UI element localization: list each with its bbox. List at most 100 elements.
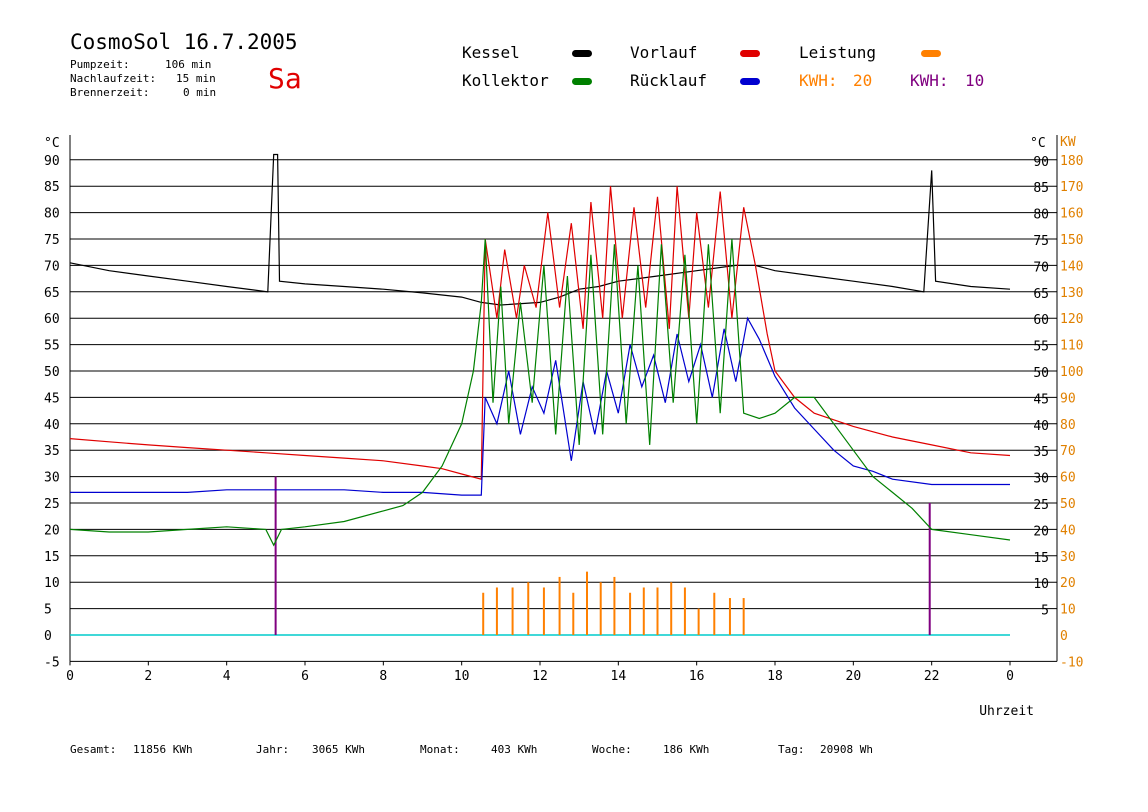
x-tick-label: 14 <box>611 669 627 684</box>
legend-kollektor-swatch <box>572 78 592 85</box>
y-right-kw-tick-label: -10 <box>1060 655 1083 670</box>
y-right-celsius-tick-label: 70 <box>1033 260 1049 275</box>
footer-tag-value: 20908 Wh <box>820 743 873 756</box>
y-right-kw-tick-label: 0 <box>1060 629 1068 644</box>
y-right-celsius-tick-label: 55 <box>1033 340 1049 355</box>
legend-ruecklauf-label: Rücklauf <box>630 71 708 90</box>
y-left-tick-label: 60 <box>44 312 60 327</box>
legend-vorlauf-label: Vorlauf <box>630 43 698 62</box>
y-left-unit-label: °C <box>44 136 60 151</box>
y-left-tick-label: 50 <box>44 365 60 380</box>
y-right-celsius-tick-label: 40 <box>1033 419 1049 434</box>
y-right-kw-tick-label: 160 <box>1060 207 1083 222</box>
y-right-kw-tick-label: 150 <box>1060 233 1083 248</box>
brennerzeit-value: 0 min <box>183 86 217 99</box>
x-tick-label: 22 <box>924 669 940 684</box>
y-right-kw-tick-label: 100 <box>1060 365 1083 380</box>
brennerzeit-label: Brennerzeit: <box>70 86 150 99</box>
y-left-tick-label: 70 <box>44 259 60 274</box>
y-left-tick-label: 90 <box>44 154 60 169</box>
legend-kwh-orange-label: KWH: <box>799 71 838 90</box>
legend-kwh-purple-value: 10 <box>965 71 985 90</box>
y-right-kw-tick-label: 20 <box>1060 576 1076 591</box>
y-left-tick-label: 35 <box>44 444 60 459</box>
x-tick-label: 0 <box>66 669 74 684</box>
legend-vorlauf-swatch <box>740 50 760 57</box>
footer-tag-label: Tag: <box>778 743 805 756</box>
x-tick-label: 2 <box>144 669 152 684</box>
y-right-celsius-tick-label: 85 <box>1033 181 1049 196</box>
y-right-celsius-tick-label: 10 <box>1033 577 1049 592</box>
footer-jahr-label: Jahr: <box>256 743 290 756</box>
y-left-tick-label: 0 <box>44 629 52 644</box>
x-tick-label: 12 <box>532 669 548 684</box>
y-left-tick-label: 25 <box>44 497 60 512</box>
x-tick-label: 0 <box>1006 669 1014 684</box>
y-left-tick-label: 5 <box>44 603 52 618</box>
y-left-tick-label: 85 <box>44 180 60 195</box>
legend-kessel-label: Kessel <box>462 43 520 62</box>
y-right-celsius-tick-label: 90 <box>1033 155 1049 170</box>
y-left-tick-label: 45 <box>44 391 60 406</box>
nachlaufzeit-label: Nachlaufzeit: <box>70 72 157 85</box>
legend-kwh-orange-value: 20 <box>853 71 873 90</box>
y-right-kw-tick-label: 90 <box>1060 391 1076 406</box>
footer-monat-value: 403 KWh <box>491 743 538 756</box>
y-right-celsius-tick-label: 15 <box>1033 551 1049 566</box>
y-right-kw-tick-label: 70 <box>1060 444 1076 459</box>
y-right-celsius-tick-label: 65 <box>1033 287 1049 302</box>
legend-leistung-swatch <box>921 50 941 57</box>
footer-jahr-value: 3065 KWh <box>312 743 365 756</box>
y-right-celsius-tick-label: 60 <box>1033 313 1049 328</box>
y-right-kw-tick-label: 130 <box>1060 286 1083 301</box>
y-left-tick-label: 15 <box>44 550 60 565</box>
y-right-celsius-tick-label: 20 <box>1033 524 1049 539</box>
x-tick-label: 16 <box>689 669 705 684</box>
legend-leistung-label: Leistung <box>799 43 877 62</box>
y-left-tick-label: 55 <box>44 339 60 354</box>
pumpzeit-value: 106 min <box>165 58 212 71</box>
y-right-celsius-unit-label: °C <box>1030 136 1046 151</box>
y-left-tick-label: 80 <box>44 207 60 222</box>
y-right-celsius-tick-label: 50 <box>1033 366 1049 381</box>
pumpzeit-label: Pumpzeit: <box>70 58 130 71</box>
x-tick-label: 18 <box>767 669 783 684</box>
y-right-kw-tick-label: 140 <box>1060 259 1083 274</box>
y-right-kw-tick-label: 180 <box>1060 154 1083 169</box>
y-left-tick-label: 75 <box>44 233 60 248</box>
y-right-celsius-tick-label: 80 <box>1033 208 1049 223</box>
x-tick-label: 20 <box>846 669 862 684</box>
y-right-celsius-tick-label: 45 <box>1033 392 1049 407</box>
x-tick-label: 10 <box>454 669 470 684</box>
y-left-tick-label: -5 <box>44 655 60 670</box>
y-right-celsius-tick-label: 35 <box>1033 445 1049 460</box>
footer-gesamt-value: 11856 KWh <box>133 743 193 756</box>
y-right-kw-tick-label: 30 <box>1060 550 1076 565</box>
y-right-kw-tick-label: 10 <box>1060 603 1076 618</box>
chart-title: CosmoSol 16.7.2005 <box>70 30 298 54</box>
legend-ruecklauf-swatch <box>740 78 760 85</box>
y-right-kw-tick-label: 120 <box>1060 312 1083 327</box>
y-right-kw-tick-label: 110 <box>1060 339 1083 354</box>
legend-kessel-swatch <box>572 50 592 57</box>
y-right-celsius-tick-label: 75 <box>1033 234 1049 249</box>
footer-monat-label: Monat: <box>420 743 460 756</box>
nachlaufzeit-value: 15 min <box>176 72 216 85</box>
y-right-kw-tick-label: 60 <box>1060 471 1076 486</box>
y-right-celsius-tick-label: 30 <box>1033 472 1049 487</box>
y-left-tick-label: 65 <box>44 286 60 301</box>
y-right-kw-tick-label: 50 <box>1060 497 1076 512</box>
y-left-tick-label: 20 <box>44 523 60 538</box>
footer-gesamt-label: Gesamt: <box>70 743 117 756</box>
y-right-kw-tick-label: 80 <box>1060 418 1076 433</box>
y-right-kw-tick-label: 40 <box>1060 523 1076 538</box>
x-tick-label: 8 <box>379 669 387 684</box>
y-right-kw-tick-label: 170 <box>1060 180 1083 195</box>
legend-kwh-purple-label: KWH: <box>910 71 949 90</box>
series-line-vorlauf <box>69 186 1011 480</box>
legend-kollektor-label: Kollektor <box>462 71 549 90</box>
series-line-kessel <box>69 153 1011 306</box>
y-left-tick-label: 10 <box>44 576 60 591</box>
footer-woche-value: 186 KWh <box>663 743 710 756</box>
